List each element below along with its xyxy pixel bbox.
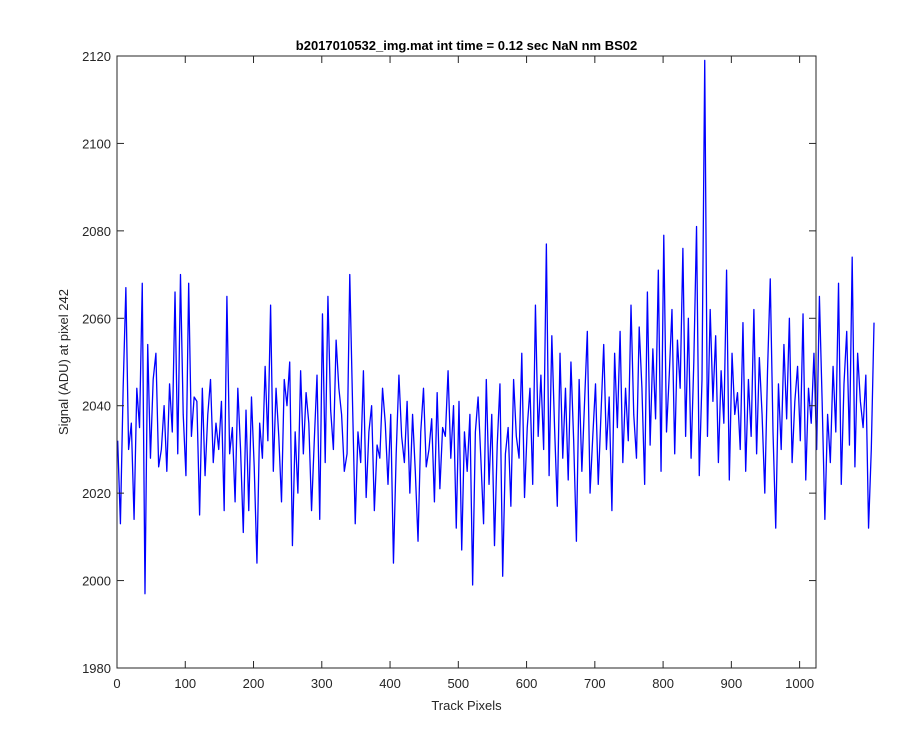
- x-tick-label: 500: [447, 676, 469, 691]
- x-tick-label: 600: [516, 676, 538, 691]
- x-tick-label: 1000: [785, 676, 814, 691]
- x-axis-ticks: 0 100 200 300 400 500 600 700 800 900 1000: [113, 56, 814, 691]
- x-axis-label: Track Pixels: [431, 698, 502, 713]
- y-tick-label: 2120: [82, 49, 111, 64]
- y-tick-label: 2000: [82, 574, 111, 589]
- x-tick-label: 900: [721, 676, 743, 691]
- y-tick-label: 2040: [82, 399, 111, 414]
- x-tick-label: 800: [652, 676, 674, 691]
- plot-area: [117, 56, 816, 668]
- x-tick-label: 200: [243, 676, 265, 691]
- x-tick-label: 400: [379, 676, 401, 691]
- x-tick-label: 0: [113, 676, 120, 691]
- y-tick-label: 2060: [82, 311, 111, 326]
- axes-box: [116, 55, 817, 669]
- signal-series-line: [117, 59, 875, 595]
- x-tick-label: 100: [174, 676, 196, 691]
- y-tick-label: 2020: [82, 486, 111, 501]
- y-tick-label: 2080: [82, 224, 111, 239]
- x-tick-label: 700: [584, 676, 606, 691]
- series-layer: [117, 59, 875, 595]
- y-tick-label: 2100: [82, 136, 111, 151]
- x-tick-label: 300: [311, 676, 333, 691]
- y-axis-label: Signal (ADU) at pixel 242: [56, 289, 71, 435]
- chart-title: b2017010532_img.mat int time = 0.12 sec …: [296, 38, 637, 53]
- y-axis-ticks: 1980 2000 2020 2040 2060 2080 2100 2120: [82, 49, 816, 676]
- y-tick-label: 1980: [82, 661, 111, 676]
